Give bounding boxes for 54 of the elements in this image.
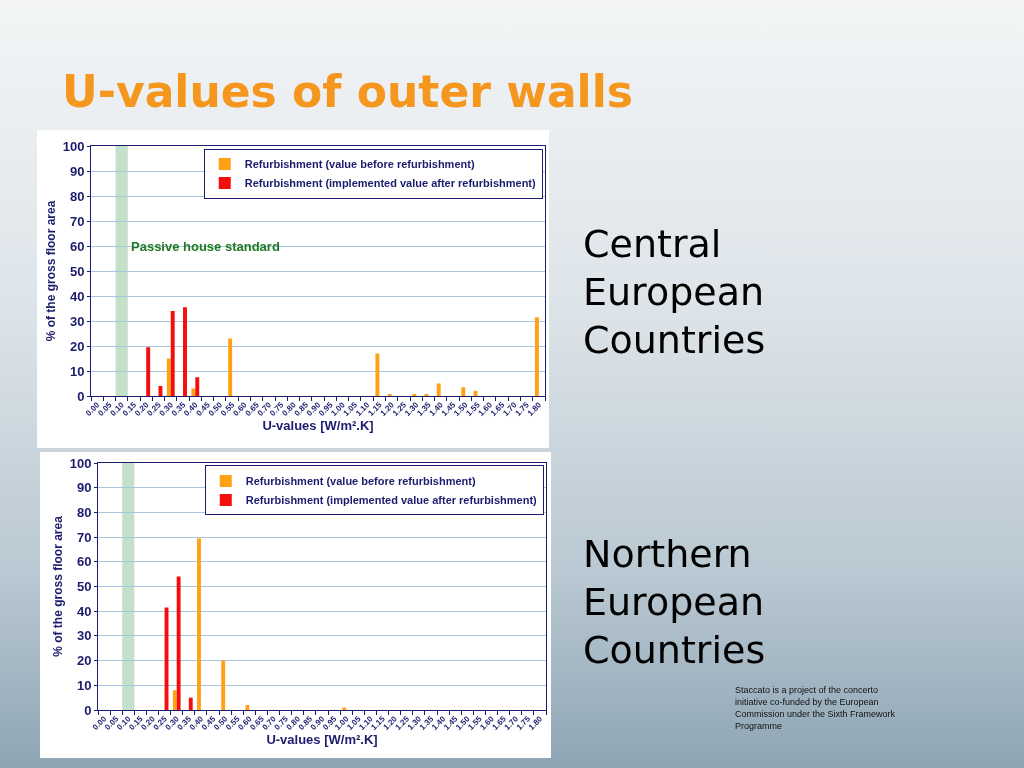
legend-label: Refurbishment (implemented value after refurbishment): [245, 494, 538, 507]
chart-title: U-values of outer walls: [62, 66, 633, 117]
y-tick-label: 50: [69, 263, 85, 279]
bar: [473, 391, 478, 396]
y-tick-label: 90: [76, 480, 92, 496]
y-tick-label: 20: [76, 653, 92, 669]
bar: [158, 386, 163, 396]
y-tick-label: 10: [76, 677, 92, 693]
y-tick-label: 90: [69, 163, 85, 179]
y-tick-label: 20: [69, 338, 85, 354]
bar: [183, 307, 187, 396]
bar: [375, 353, 380, 396]
y-tick-label: 80: [76, 504, 92, 520]
legend-label: Refurbishment (value before refurbishment): [245, 475, 476, 488]
y-axis-title: % of the gross floor area: [51, 515, 65, 657]
y-tick-label: 60: [69, 238, 85, 254]
bar: [228, 338, 233, 396]
x-axis-title: U-values [W/m².K]: [266, 731, 378, 747]
legend-label: Refurbishment (value before refurbishment): [244, 158, 475, 171]
text: Northern European Countries: [583, 531, 767, 674]
y-tick-label: 70: [69, 213, 85, 229]
y-tick-label: 0: [84, 702, 92, 718]
band-label: Passive house standard: [131, 239, 280, 254]
bar: [170, 311, 175, 396]
bar: [188, 697, 193, 710]
bar: [436, 383, 441, 396]
y-tick-label: 30: [76, 628, 92, 644]
y-tick-label: 60: [76, 554, 92, 570]
bar: [245, 705, 250, 710]
y-tick-label: 40: [69, 288, 85, 304]
bar: [195, 377, 200, 396]
bar: [534, 317, 539, 396]
y-tick-label: 40: [76, 603, 92, 619]
y-tick-label: 30: [69, 313, 85, 329]
y-tick-label: 0: [77, 388, 85, 404]
bar: [197, 538, 201, 710]
x-axis-title: U-values [W/m².K]: [262, 417, 374, 433]
y-tick-label: 70: [76, 529, 92, 545]
y-axis-title: % of the gross floor area: [44, 200, 58, 342]
y-tick-label: 100: [69, 455, 92, 471]
bar: [172, 690, 177, 710]
y-tick-label: 100: [62, 138, 85, 154]
text: Staccato is a project of the concerto initiative co-funded by the European Commission under the Sixth Framework Programme: [735, 684, 897, 732]
bar: [176, 576, 181, 710]
legend-label: Refurbishment (implemented value after refurbishment): [244, 177, 537, 190]
bar: [146, 347, 151, 396]
bar: [191, 388, 196, 396]
y-tick-label: 80: [69, 188, 85, 204]
bar: [221, 660, 226, 710]
y-tick-label: 50: [76, 579, 92, 595]
text: Central European Countries: [583, 221, 767, 364]
bar: [166, 358, 171, 396]
y-tick-label: 10: [69, 363, 85, 379]
bar: [461, 387, 466, 396]
